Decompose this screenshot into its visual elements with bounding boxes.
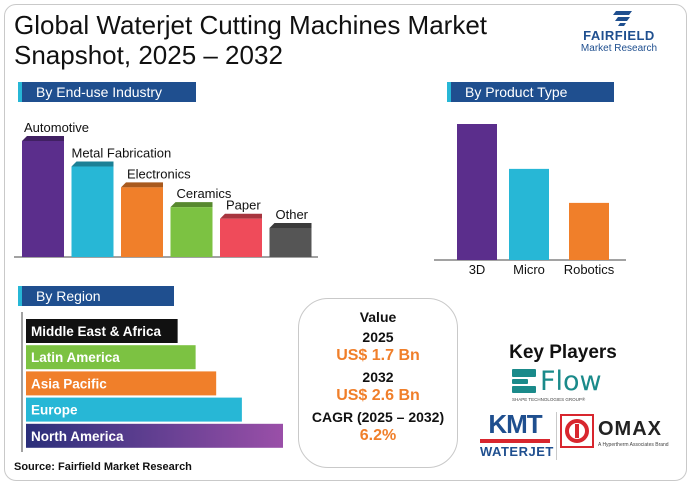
cagr-value: 6.2% [359, 427, 397, 444]
bar-other [269, 228, 312, 257]
bar-micro [509, 168, 549, 260]
bar-top-automotive [22, 136, 64, 141]
label-ceramics: Ceramics [177, 186, 232, 201]
logo-divider [556, 412, 557, 460]
tick-micro: Micro [513, 262, 545, 277]
bar-latin-america [26, 345, 196, 370]
label-other: Other [276, 207, 309, 222]
bar-top-electronics [121, 182, 163, 188]
fairfield-logo: FAIRFIELD Market Research [560, 8, 678, 58]
page-title: Global Waterjet Cutting Machines Market … [14, 10, 488, 70]
bar-top-ceramics [170, 202, 213, 208]
flow-logo: Flow SHAPE TECHNOLOGIES GROUP® [510, 366, 630, 406]
bar-top-metal-fabrication [71, 161, 114, 167]
label-asia-pacific: Asia Pacific [31, 376, 107, 391]
bar-europe [26, 397, 242, 422]
label-europe: Europe [31, 403, 78, 418]
fairfield-logo-icon [613, 11, 632, 26]
bar-top-paper [220, 213, 262, 219]
logo-name: FAIRFIELD [583, 28, 655, 43]
bar-3d [457, 124, 497, 260]
bar-paper [220, 218, 262, 257]
cagr-label: CAGR (2025 – 2032) [311, 409, 445, 425]
market-value-panel: Value 2025 US$ 1.7 Bn 2032 US$ 2.6 Bn CA… [298, 298, 458, 468]
label-automotive: Automotive [24, 120, 89, 135]
logo-sub: Market Research [580, 43, 658, 54]
label-latin-america: Latin America [31, 350, 120, 365]
tick-robotics: Robotics [564, 262, 615, 277]
label-metal-fabrication: Metal Fabrication [72, 146, 172, 161]
bar-top-other [269, 223, 312, 228]
value-2032: US$ 2.6 Bn [336, 387, 420, 404]
label-electronics: Electronics [127, 166, 191, 181]
value-2025: US$ 1.7 Bn [336, 347, 420, 364]
key-players-title: Key Players [509, 342, 617, 363]
section-label-region: By Region [18, 286, 174, 306]
kmt-name: KMT [488, 409, 542, 439]
bar-ceramics [170, 207, 213, 257]
section-label-product: By Product Type [447, 82, 614, 102]
flow-name: Flow [540, 366, 602, 397]
bar-asia-pacific [26, 371, 217, 396]
bar-middle-east-africa [26, 319, 178, 343]
kmt-logo: KMT WATERJET [480, 409, 554, 464]
section-label-end-use: By End-use Industry [18, 82, 196, 102]
omax-name: OMAX [598, 418, 662, 440]
label-middle-east-africa: Middle East & Africa [31, 324, 162, 339]
kmt-bar [480, 439, 550, 443]
label-north-america: North America [31, 429, 124, 444]
kmt-sub: WATERJET [480, 444, 554, 459]
bar-north-america [26, 423, 283, 448]
omax-logo: OMAX A Hypertherm Associates Brand [560, 412, 684, 462]
year-2025: 2025 [362, 329, 394, 345]
flow-logo-icon [512, 369, 536, 393]
tick-3d: 3D [469, 262, 486, 277]
omax-sub: A Hypertherm Associates Brand [598, 442, 669, 448]
bar-automotive [22, 141, 64, 257]
infographic-frame [4, 4, 687, 481]
omax-logo-icon [560, 414, 594, 448]
flow-sub: SHAPE TECHNOLOGIES GROUP® [512, 397, 586, 402]
year-2032: 2032 [362, 369, 394, 385]
bar-metal-fabrication [71, 166, 114, 257]
label-paper: Paper [226, 198, 261, 213]
source-note: Source: Fairfield Market Research [14, 461, 192, 473]
bar-robotics [569, 202, 609, 260]
bar-electronics [121, 187, 163, 257]
value-label: Value [359, 309, 397, 325]
